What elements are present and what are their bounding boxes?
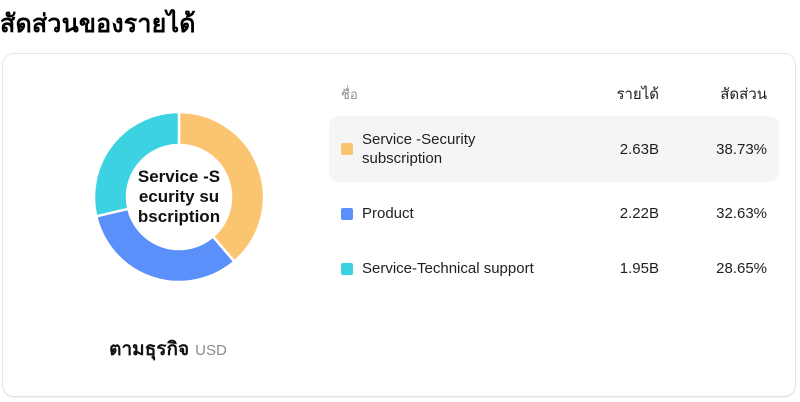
segment-share: 32.63% — [716, 205, 767, 222]
page-title: สัดส่วนของรายได้ — [0, 10, 196, 38]
legend-rows: Service -Security subscription 2.63B 38.73… — [329, 116, 779, 292]
donut-svg — [92, 110, 266, 284]
header-name: ชื่อ — [341, 86, 358, 102]
segment-share: 38.73% — [716, 140, 767, 158]
table-row[interactable]: Service -Security subscription 2.63B 38.73… — [329, 116, 779, 182]
header-share: สัดส่วน — [720, 86, 767, 103]
donut-chart[interactable]: Service -S ecurity su bscription — [77, 95, 281, 299]
header-revenue: รายได้ — [616, 86, 659, 103]
legend-color-marker — [341, 262, 353, 275]
segment-share: 28.65% — [716, 260, 767, 277]
legend-color-marker — [341, 143, 353, 155]
segment-name-cell: Product — [341, 204, 567, 223]
donut-segment[interactable] — [94, 207, 236, 284]
segment-name-cell: Service-Technical support — [341, 259, 567, 278]
segment-revenue: 2.22B — [619, 205, 659, 222]
chart-footer-label: ตามธุรกิจ — [109, 339, 190, 360]
chart-footer: ตามธุรกิจ USD — [3, 334, 333, 364]
donut-segment[interactable] — [92, 110, 181, 218]
chart-footer-unit: USD — [195, 342, 227, 359]
segment-name: Service -Security subscription — [362, 131, 476, 167]
segment-name: Service-Technical support — [362, 260, 534, 277]
table-row[interactable]: Product 2.22B 32.63% — [329, 190, 779, 237]
legend-color-marker — [341, 207, 353, 220]
legend-table-header: ชื่อ รายได้ สัดส่วน — [329, 84, 779, 104]
donut-chart-area: Service -S ecurity su bscription ตามธุรก… — [3, 54, 333, 396]
segment-name: Product — [362, 205, 414, 222]
revenue-share-card: Service -S ecurity su bscription ตามธุรก… — [2, 53, 796, 397]
segment-revenue: 1.95B — [619, 260, 659, 277]
donut-segment[interactable] — [177, 110, 266, 263]
segment-name-cell: Service -Security subscription — [341, 130, 567, 168]
table-row[interactable]: Service-Technical support 1.95B 28.65% — [329, 245, 779, 292]
segment-revenue: 2.63B — [619, 140, 659, 158]
legend-table: ชื่อ รายได้ สัดส่วน Service -Security su… — [329, 84, 779, 300]
